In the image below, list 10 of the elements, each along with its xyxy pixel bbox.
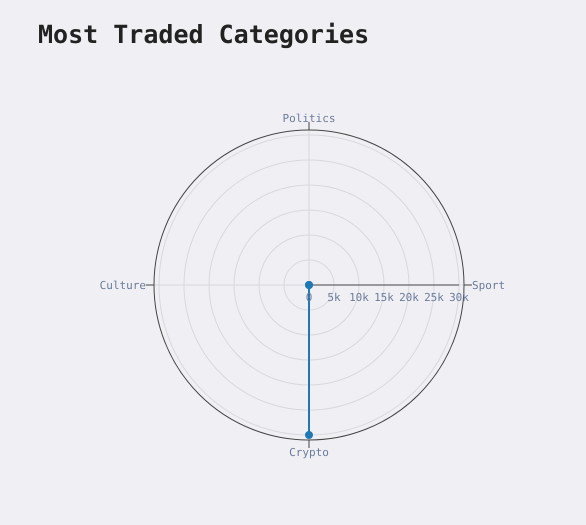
- y-tick-label: 10k: [349, 291, 370, 304]
- y-tick-label: 15k: [374, 291, 394, 304]
- chart-title: Most Traded Categories: [38, 20, 370, 49]
- spoke-label: Politics: [282, 112, 336, 125]
- spoke-label: Sport: [472, 278, 506, 292]
- spoke-label: Crypto: [289, 446, 329, 459]
- y-tick-label: 5k: [327, 291, 341, 304]
- y-tick-label: 20k: [399, 291, 420, 304]
- spoke-label: Culture: [100, 278, 146, 292]
- y-tick-label: 25k: [424, 291, 444, 304]
